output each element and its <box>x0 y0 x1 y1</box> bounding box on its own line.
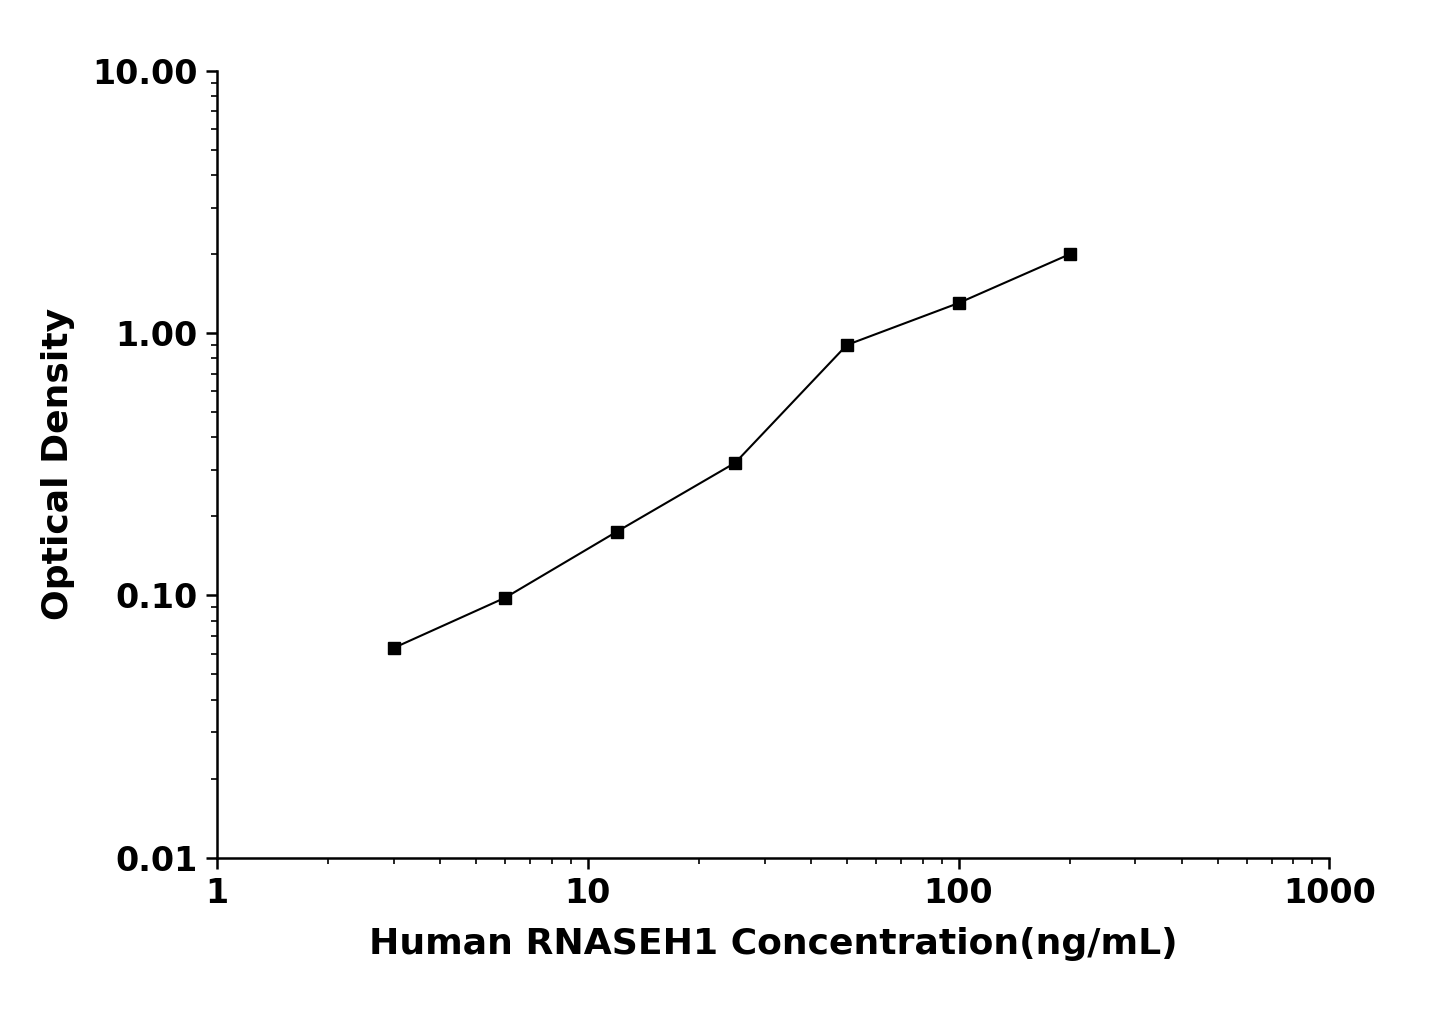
Y-axis label: Optical Density: Optical Density <box>40 308 75 621</box>
X-axis label: Human RNASEH1 Concentration(ng/mL): Human RNASEH1 Concentration(ng/mL) <box>368 926 1178 961</box>
